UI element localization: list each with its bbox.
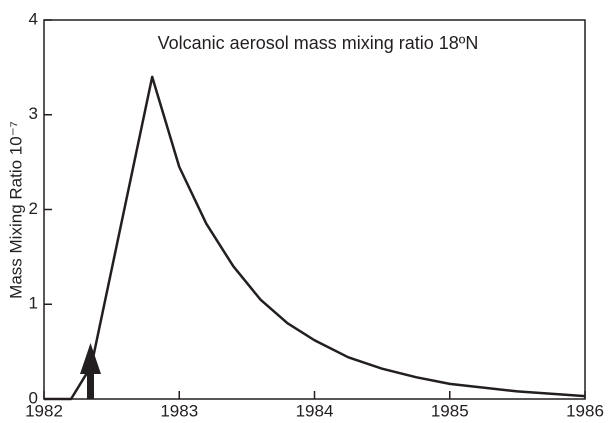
x-tick-label: 1982 [25, 401, 63, 420]
y-tick-label: 0 [29, 388, 38, 407]
y-tick-label: 4 [29, 9, 38, 28]
y-tick-label: 1 [29, 294, 38, 313]
x-tick-label: 1986 [566, 401, 604, 420]
data-line [44, 75, 586, 401]
arrow-shaft [87, 370, 94, 399]
y-axis-label: Mass Mixing Ratio 10⁻⁷ [6, 121, 25, 299]
y-tick-label: 2 [29, 199, 38, 218]
arrow-annotation [80, 343, 101, 399]
chart-title: Volcanic aerosol mass mixing ratio 18ºN [158, 33, 479, 53]
x-tick-label: 1984 [296, 401, 334, 420]
x-tick-label: 1983 [160, 401, 198, 420]
arrow-head [80, 343, 101, 374]
y-tick-label: 3 [29, 104, 38, 123]
x-tick-label: 1985 [431, 401, 469, 420]
